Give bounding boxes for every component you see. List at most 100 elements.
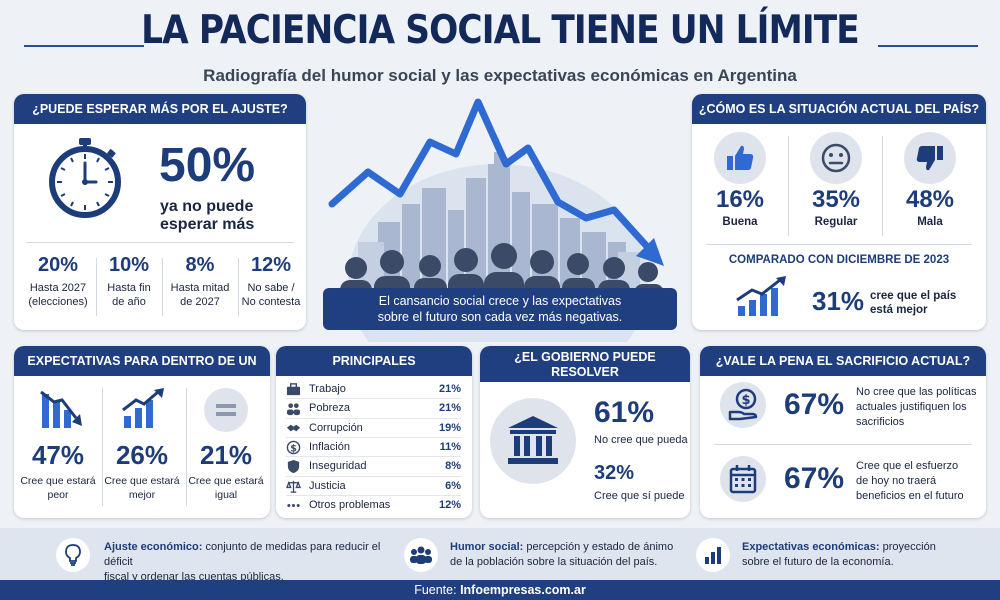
- handshake-icon: [286, 421, 301, 436]
- sacrifice-label: sacrificios: [856, 416, 905, 428]
- wait-breakdown-value: 20%: [37, 254, 79, 276]
- situation-sep: [882, 136, 883, 236]
- government-heading: ¿EL GOBIERNO PUEDE RESOLVER LOS PRINCIPA…: [480, 346, 690, 394]
- government-building-icon: [508, 416, 558, 464]
- sacrifice-label: beneficios en el futuro: [856, 490, 964, 502]
- sacrifice-value: 67%: [784, 388, 845, 421]
- equals-badge: [204, 388, 248, 432]
- worry-label: Corrupción: [309, 421, 363, 434]
- glossary-text: sobre el futuro de la economía.: [742, 556, 894, 568]
- glossary-term: Humor social:: [450, 541, 524, 553]
- footer-source-link[interactable]: Infoempresas.com.ar: [460, 583, 586, 597]
- government-no-label: No cree que pueda: [594, 434, 688, 446]
- situation-compare-value: 31%: [812, 286, 865, 316]
- dollar-coin-icon: $: [286, 440, 301, 455]
- lightbulb-badge: [56, 538, 90, 572]
- situation-value: 16%: [715, 186, 765, 213]
- svg-text:$: $: [290, 443, 297, 454]
- government-no-value: 61%: [594, 396, 655, 429]
- situation-card: ¿CÓMO ES LA SITUACIÓN ACTUAL DEL PAÍS? 1…: [692, 94, 986, 330]
- government-heading-line: LOS PRINCIPALES PROBLEMAS?: [483, 380, 687, 394]
- thumbs-down-icon: [916, 146, 943, 171]
- government-badge: [490, 398, 576, 484]
- situation-label: Mala: [917, 216, 943, 228]
- wait-col-sep: [162, 258, 163, 316]
- worry-row: Corrupción 19%: [286, 419, 461, 438]
- center-caption-line: El cansancio social crece y las expectat…: [378, 294, 622, 308]
- people-icon: [286, 401, 301, 416]
- lightbulb-icon: [65, 544, 81, 566]
- sacrifice-label: No cree que las políticas: [856, 386, 977, 398]
- expectations-label: Cree que estará: [104, 475, 180, 487]
- worry-label: Otros problemas: [309, 498, 391, 511]
- situation-compare-heading: COMPARADO CON DICIEMBRE DE 2023: [728, 254, 950, 266]
- wait-main-label-2: esperar más: [160, 216, 255, 233]
- glossary-text: conjunto de medidas para reducir el défi…: [104, 541, 381, 568]
- wait-divider: [26, 242, 294, 243]
- center-caption-line: sobre el futuro son cada vez más negativ…: [377, 310, 623, 324]
- worry-value: 11%: [439, 440, 461, 453]
- group-icon: [410, 546, 432, 564]
- bar-chart-icon: [705, 547, 721, 564]
- government-card: ¿EL GOBIERNO PUEDE RESOLVER LOS PRINCIPA…: [480, 346, 690, 518]
- glossary-entry: Expectativas económicas: proyección sobr…: [742, 540, 982, 570]
- worry-value: 6%: [445, 479, 461, 492]
- wait-heading: ¿PUEDE ESPERAR MÁS POR EL AJUSTE?: [14, 94, 306, 124]
- wait-breakdown-item: 8% Hasta mitad de 2027: [164, 254, 236, 309]
- sacrifice-card: ¿VALE LA PENA EL SACRIFICIO ACTUAL? $ 67…: [700, 346, 986, 518]
- wait-breakdown-label: de año: [112, 296, 146, 308]
- scales-icon: [285, 479, 302, 494]
- glossary-text: de la población sobre la situación del p…: [450, 556, 658, 568]
- stopwatch-icon: [49, 138, 121, 218]
- calendar-icon: [729, 465, 757, 494]
- worry-value: 8%: [445, 460, 461, 473]
- worry-row: Inseguridad 8%: [286, 457, 461, 476]
- sacrifice-label: de hoy no traerá: [856, 475, 937, 487]
- glossary-entry: Ajuste económico: conjunto de medidas pa…: [104, 540, 384, 585]
- equals-icon: [216, 404, 236, 416]
- wait-breakdown-label: Hasta mitad: [170, 282, 230, 294]
- wait-breakdown-label: No contesta: [241, 296, 301, 308]
- expectations-card: EXPECTATIVAS PARA DENTRO DE UN AÑO 47% C…: [14, 346, 270, 518]
- shield-icon: [286, 459, 301, 474]
- worry-value: 19%: [438, 421, 461, 434]
- page-subtitle: Radiografía del humor social y las expec…: [203, 66, 797, 85]
- worry-row: Justicia 6%: [285, 477, 461, 496]
- worry-row: $ Inflación 11%: [286, 438, 461, 457]
- title-rule-left: [24, 45, 144, 47]
- trend-up-icon: [122, 388, 164, 428]
- worry-row: Pobreza 21%: [286, 399, 461, 418]
- wait-breakdown-label: Hasta fin: [107, 282, 151, 294]
- trend-up-icon: [736, 276, 786, 316]
- situation-value: 48%: [905, 186, 955, 213]
- situation-divider: [706, 244, 972, 245]
- expectations-label: Cree que estará: [20, 475, 96, 487]
- worry-value: 12%: [438, 498, 461, 511]
- wait-breakdown-value: 10%: [108, 254, 150, 276]
- sacrifice-value: 67%: [784, 462, 845, 495]
- glossary-bar: Ajuste económico: conjunto de medidas pa…: [0, 528, 1000, 583]
- footer-label: Fuente:: [414, 583, 457, 597]
- glossary-term: Expectativas económicas:: [742, 541, 880, 553]
- expectations-sep: [102, 388, 103, 506]
- glossary-text: percepción y estado de ánimo: [526, 541, 674, 553]
- expectations-value: 26%: [115, 440, 169, 470]
- expectations-value: 21%: [199, 440, 253, 470]
- situation-compare-label: está mejor: [870, 304, 928, 316]
- wait-card: ¿PUEDE ESPERAR MÁS POR EL AJUSTE? 50% ya…: [14, 94, 306, 330]
- worry-label: Pobreza: [309, 402, 350, 415]
- center-caption-box: El cansancio social crece y las expectat…: [323, 288, 677, 330]
- situation-label: Regular: [814, 216, 858, 228]
- expectations-label: Cree que estará: [188, 475, 264, 487]
- trend-down-icon: [40, 390, 82, 428]
- worry-row: Otros problemas 12%: [286, 496, 461, 515]
- worry-label: Justicia: [309, 479, 346, 492]
- worry-divider: [286, 456, 461, 458]
- expectations-label: igual: [214, 489, 238, 501]
- expectations-value: 47%: [31, 440, 85, 470]
- sacrifice-heading: ¿VALE LA PENA EL SACRIFICIO ACTUAL?: [700, 346, 986, 376]
- title-rule-right: [878, 45, 978, 47]
- footer: Fuente: Infoempresas.com.ar: [0, 580, 1000, 600]
- worry-divider: [286, 417, 461, 419]
- worry-label: Inseguridad: [309, 460, 367, 473]
